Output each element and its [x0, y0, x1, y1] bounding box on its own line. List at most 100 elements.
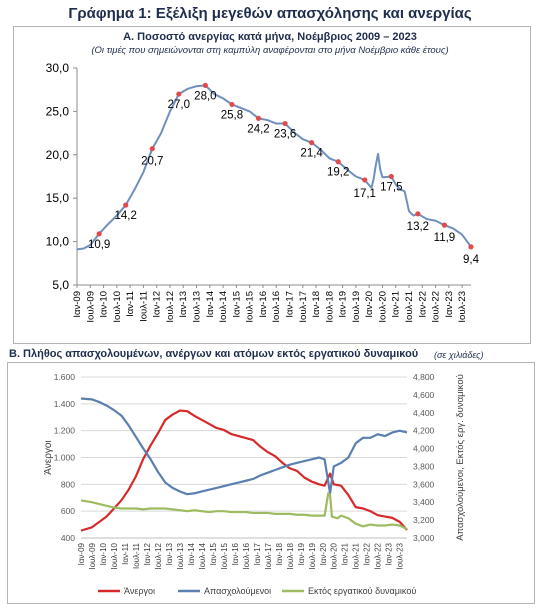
data-label: 10,9 [88, 239, 110, 251]
x-tick-label: Ιουλ-14 [218, 291, 229, 323]
x-tick-label: Ιουλ-22 [431, 291, 442, 323]
data-marker [309, 140, 315, 146]
data-marker [229, 101, 235, 108]
x-tick-label: Ιαν-20 [319, 542, 328, 565]
y2-tick-label: 4,400 [413, 408, 435, 418]
x-tick-label: Ιαν-19 [297, 542, 306, 565]
data-label: 14,2 [115, 210, 137, 222]
x-tick-label: Ιουλ-11 [138, 291, 149, 322]
data-label: 17,1 [354, 188, 376, 200]
x-tick-label: Ιαν-12 [143, 542, 152, 565]
employed-line [80, 397, 408, 496]
x-tick-label: Ιουλ-23 [396, 542, 405, 569]
y2-tick-label: 3,600 [413, 479, 435, 489]
x-tick-label: Ιουλ-11 [132, 542, 141, 569]
data-marker [415, 211, 421, 217]
y2-axis-title: Απασχολούμενοι, Εκτός εργ. δυναμικού [455, 374, 466, 541]
x-tick-label: Ιαν-16 [258, 291, 269, 318]
y-tick-label: 10,0 [46, 235, 70, 249]
data-label: 23,6 [274, 129, 296, 141]
panel-b-title: Β. Πλήθος απασχολουμένων, ανέργων και ατ… [9, 348, 419, 360]
x-tick-label: Ιουλ-13 [192, 291, 203, 323]
x-tick-label: Ιουλ-18 [286, 542, 295, 569]
y-tick-label: 600 [61, 506, 75, 516]
x-tick-label: Ιαν-13 [178, 291, 189, 318]
x-tick-label: Ιουλ-12 [165, 291, 176, 323]
data-marker [468, 244, 474, 250]
y-tick-label: 1.000 [54, 453, 76, 463]
data-marker [176, 91, 182, 97]
x-tick-label: Ιαν-18 [275, 542, 284, 565]
y-tick-label: 15,0 [46, 191, 70, 205]
x-tick-label: Ιουλ-16 [242, 542, 251, 569]
y-tick-label: 1.600 [54, 372, 76, 382]
x-tick-label: Ιουλ-10 [110, 542, 119, 569]
data-marker [149, 146, 155, 152]
x-tick-label: Ιουλ-18 [324, 291, 335, 323]
x-tick-label: Ιουλ-15 [245, 291, 256, 323]
data-label: 20,7 [141, 156, 163, 168]
y-tick-label: 25,0 [46, 104, 70, 118]
x-tick-label: Ιαν-10 [99, 291, 110, 318]
x-tick-label: Ιουλ-23 [457, 291, 468, 323]
x-tick-label: Ιαν-22 [363, 542, 372, 565]
x-tick-label: Ιουλ-12 [154, 542, 163, 569]
data-marker [282, 120, 288, 127]
y2-tick-label: 3,400 [413, 497, 435, 507]
x-tick-label: Ιουλ-17 [264, 542, 273, 569]
x-tick-label: Ιουλ-17 [298, 291, 309, 323]
x-tick-label: Ιαν-15 [209, 542, 218, 565]
x-tick-label: Ιαν-15 [231, 291, 242, 318]
data-marker [202, 82, 208, 88]
data-label: 19,2 [327, 167, 349, 179]
x-tick-label: Ιουλ-20 [377, 291, 388, 323]
x-tick-label: Ιαν-16 [231, 542, 240, 565]
y2-tick-label: 4,600 [413, 390, 435, 400]
x-tick-label: Ιαν-20 [364, 291, 375, 318]
x-tick-label: Ιουλ-19 [308, 542, 317, 569]
y-tick-label: 800 [61, 479, 75, 489]
y2-tick-label: 4,200 [413, 426, 435, 436]
x-tick-label: Ιουλ-21 [352, 542, 361, 569]
x-tick-label: Ιαν-09 [77, 542, 86, 565]
x-tick-label: Ιαν-23 [385, 542, 394, 565]
x-tick-label: Ιαν-14 [187, 542, 196, 565]
data-marker [362, 177, 368, 183]
y-axis-title: Άνεργοι [43, 440, 54, 474]
x-tick-label: Ιαν-18 [311, 291, 322, 318]
x-tick-label: Ιαν-21 [341, 542, 350, 565]
x-tick-label: Ιουλ-09 [88, 542, 97, 569]
data-marker [123, 202, 129, 208]
legend-label: Άνεργοι [124, 586, 155, 596]
y-tick-label: 5,0 [52, 278, 69, 292]
x-tick-label: Ιαν-14 [205, 291, 216, 318]
x-tick-label: Ιουλ-19 [351, 291, 362, 323]
data-label: 28,0 [194, 90, 216, 102]
x-tick-label: Ιουλ-16 [271, 291, 282, 323]
data-label: 9,4 [463, 254, 480, 266]
x-tick-label: Ιουλ-14 [198, 542, 207, 569]
y-tick-label: 400 [61, 533, 75, 543]
panel-a-title: A. Ποσοστό ανεργίας κατά μήνα, Νοέμβριος… [123, 31, 417, 43]
data-marker [96, 231, 102, 237]
y2-tick-label: 3,800 [413, 461, 435, 471]
x-tick-label: Ιουλ-15 [220, 542, 229, 569]
x-tick-label: Ιαν-11 [125, 291, 136, 317]
data-label: 17,5 [380, 182, 402, 194]
x-tick-label: Ιουλ-21 [404, 291, 415, 323]
legend-label: Απασχολούμενοι [204, 586, 271, 596]
y2-tick-label: 4,000 [413, 444, 435, 454]
x-tick-label: Ιουλ-09 [85, 291, 96, 323]
unemployment-rate-line [76, 84, 472, 251]
x-tick-label: Ιαν-10 [99, 542, 108, 565]
inactive-line [80, 492, 408, 531]
x-tick-label: Ιαν-22 [417, 291, 428, 318]
y2-tick-label: 3,200 [413, 515, 435, 525]
x-tick-label: Ιαν-12 [152, 291, 163, 318]
x-tick-label: Ιουλ-22 [374, 542, 383, 569]
y-tick-label: 1.200 [54, 426, 76, 436]
x-tick-label: Ιαν-13 [165, 542, 174, 565]
x-tick-label: Ιουλ-13 [176, 542, 185, 569]
data-marker [388, 173, 394, 180]
x-tick-label: Ιουλ-10 [112, 291, 123, 323]
